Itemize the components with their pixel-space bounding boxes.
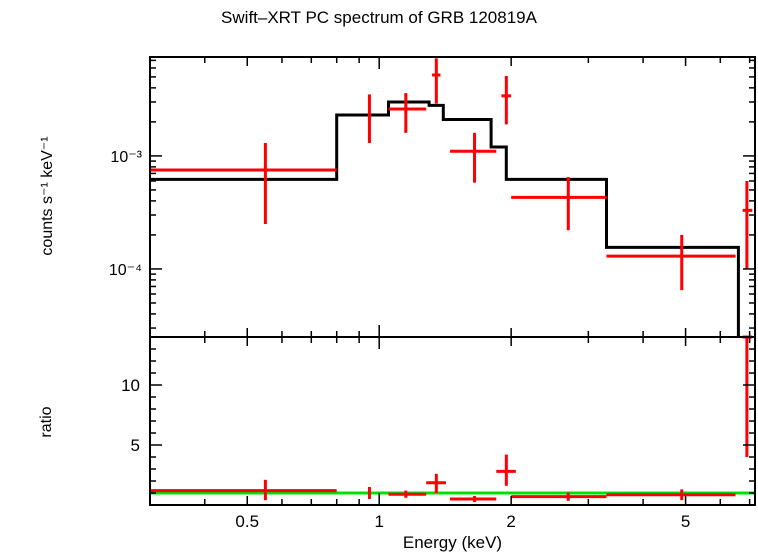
y-tick-label: 10⁻³ (110, 149, 142, 166)
x-tick-label: 1 (374, 512, 383, 531)
model-step-line (150, 100, 740, 337)
spectrum-data-point (511, 177, 607, 231)
spectrum-panel-frame (149, 56, 756, 338)
spectrum-data-point (501, 75, 512, 125)
y-tick-label: 5 (131, 436, 140, 455)
y-axis-label-ratio: ratio (38, 406, 55, 438)
x-tick-label: 0.5 (235, 512, 259, 531)
spectrum-data-point (388, 93, 427, 133)
ratio-data-point (496, 454, 516, 486)
x-axis-label: Energy (keV) (402, 533, 503, 552)
chart-title: Swift–XRT PC spectrum of GRB 120819A (221, 8, 537, 27)
ratio-data-point (150, 479, 337, 501)
ratio-data-point (449, 496, 497, 502)
spectrum-data-point (606, 234, 736, 291)
spectrum-data-point (150, 143, 337, 224)
ratio-data-point (511, 492, 607, 501)
ratio-data-point (426, 473, 446, 493)
ratio-data-point (606, 489, 736, 501)
spectrum-data-point (742, 180, 753, 269)
spectrum-data-point (449, 132, 497, 183)
y-tick-label: 10 (121, 376, 140, 395)
y-axis-label-spectrum: counts s⁻¹ keV⁻¹ (39, 136, 56, 256)
ratio-data-point (388, 490, 427, 498)
y-tick-label: 10⁻⁴ (109, 262, 142, 279)
spectrum-data-point (432, 58, 441, 104)
x-tick-label: 5 (681, 512, 690, 531)
x-tick-label: 2 (506, 512, 515, 531)
ratio-panel-frame (149, 336, 756, 506)
